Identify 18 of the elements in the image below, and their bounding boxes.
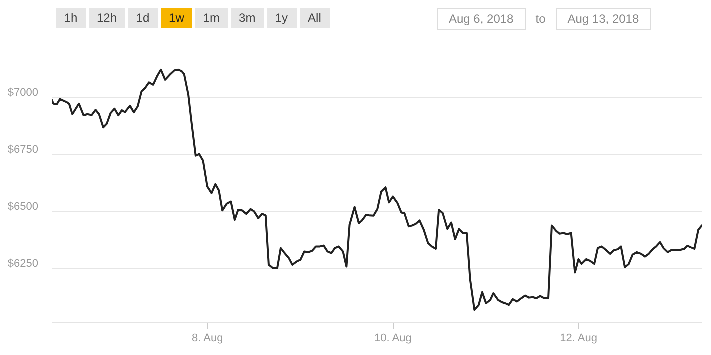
text: 1h (56, 8, 86, 28)
text: Aug 6, 2018 (437, 8, 526, 30)
text: 1w (161, 8, 192, 28)
text: Aug 13, 2018 (556, 8, 652, 30)
text: 1m (195, 8, 228, 28)
y-tick-label: $6250 (8, 258, 38, 270)
y-tick-label: $6500 (8, 200, 38, 213)
text: 1d (128, 8, 158, 28)
x-tick-label: 12. Aug (560, 332, 598, 344)
y-tick-label: $6750 (8, 144, 38, 156)
text: 3m (231, 8, 264, 28)
text: 12h (89, 8, 126, 28)
y-tick-label: $7000 (8, 86, 38, 99)
text: 1y (266, 8, 297, 28)
text: All (300, 8, 330, 28)
x-tick-label: 8. Aug (192, 332, 224, 344)
text: to (534, 12, 547, 26)
x-tick-label: 10. Aug (374, 332, 412, 344)
